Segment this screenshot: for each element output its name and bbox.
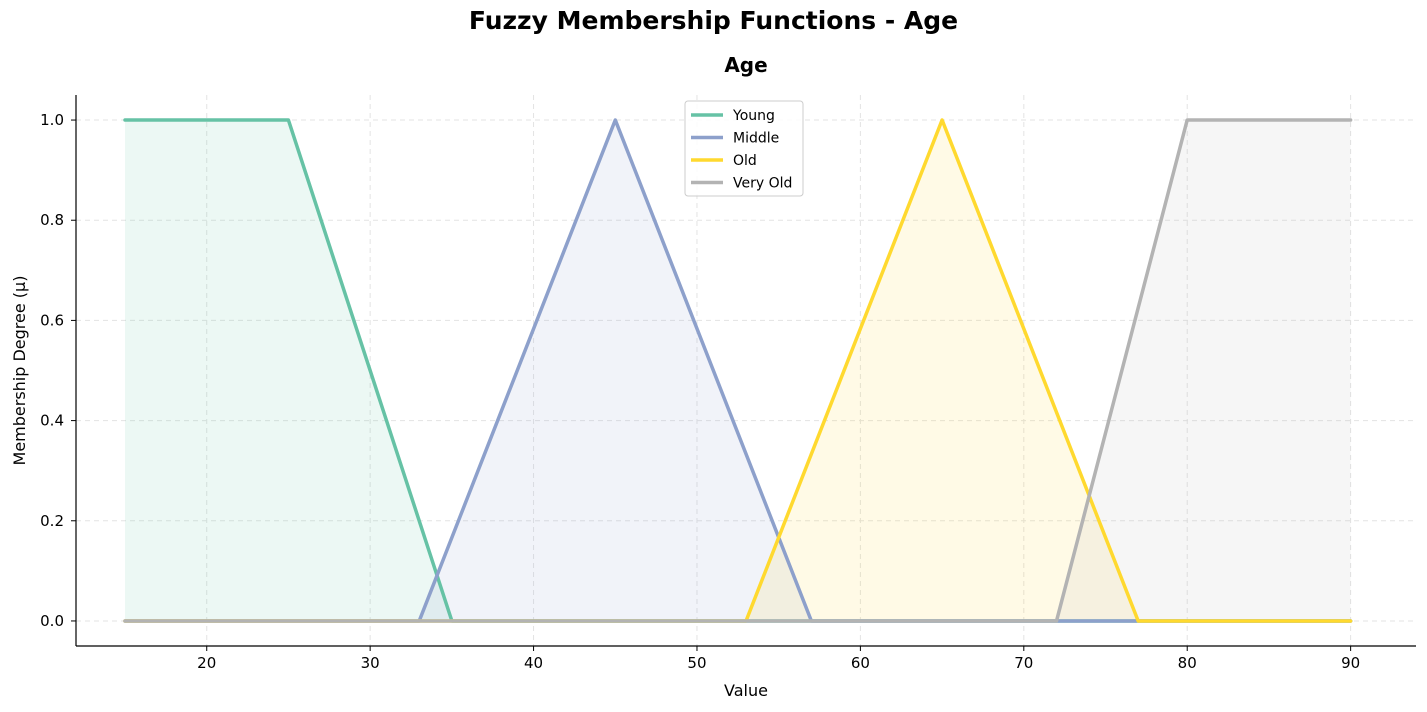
legend-label: Very Old	[733, 176, 792, 192]
x-tick-label: 90	[1341, 654, 1360, 672]
line-layer	[123, 118, 1353, 623]
x-tick-label: 40	[524, 654, 543, 672]
y-tick-label: 0.8	[40, 211, 64, 229]
y-axis-label: Membership Degree (μ)	[10, 276, 29, 466]
legend: Young Middle Old Very Old	[684, 100, 804, 197]
x-axis-label: Value	[724, 681, 768, 700]
series-fill	[125, 120, 1351, 621]
x-tick-label: 60	[851, 654, 870, 672]
series-fill	[125, 120, 1351, 621]
y-tick-label: 0.6	[40, 311, 64, 329]
y-tick-label: 0.2	[40, 512, 64, 530]
y-tick-label: 0.4	[40, 412, 64, 430]
y-tick-label: 0.0	[40, 612, 64, 630]
series-line	[123, 118, 1353, 623]
chart-subtitle: Age	[724, 53, 768, 77]
axes-layer	[75, 95, 1416, 647]
y-tick-label: 1.0	[40, 111, 64, 129]
x-tick-label: 80	[1178, 654, 1197, 672]
legend-label: Middle	[733, 131, 779, 147]
x-tick-label: 70	[1014, 654, 1033, 672]
chart-title: Fuzzy Membership Functions - Age	[468, 6, 959, 35]
x-tick-label: 30	[361, 654, 380, 672]
tick-layer: 20 30 40 50 60 70 80 90 0.0 0.2 0.4 0.6 0.8 1.0	[40, 111, 1360, 672]
legend-label: Young	[732, 108, 775, 124]
legend-label: Old	[733, 153, 757, 169]
x-tick-label: 50	[687, 654, 706, 672]
series-fill	[125, 120, 1351, 621]
x-tick-label: 20	[197, 654, 216, 672]
legend-box	[684, 100, 804, 197]
